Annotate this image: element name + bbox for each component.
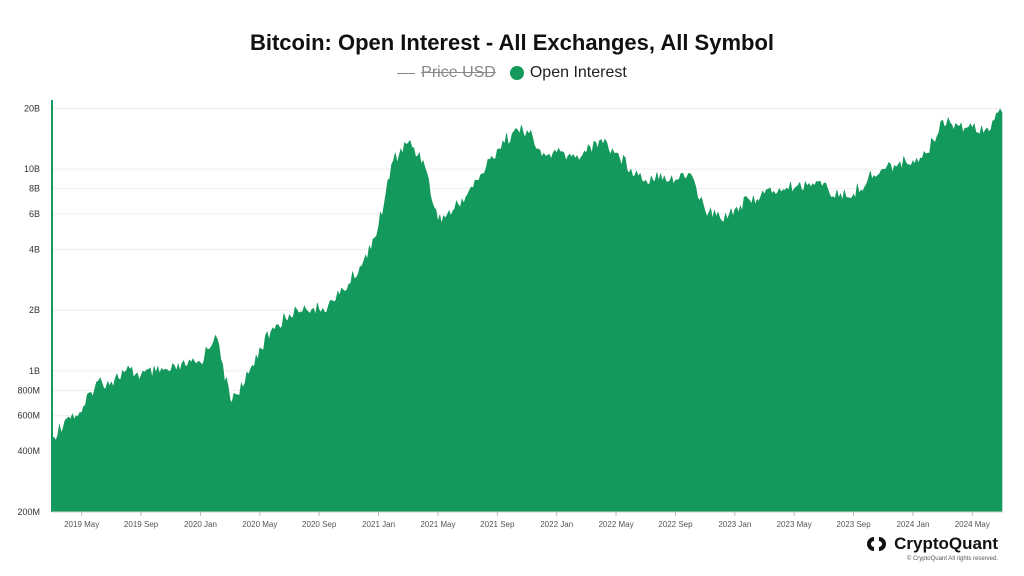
y-tick-label: 400M [17, 446, 40, 456]
y-axis-ticks: 20B 10B 8B 6B 4B 2B 1B 800M 600M 400M 200M [17, 103, 40, 517]
copyright-text: © CryptoQuant All rights reserved. [906, 556, 998, 562]
x-tick-label: 2021 Jan [362, 520, 395, 529]
cryptoquant-logo-icon [867, 537, 887, 551]
legend: Price USD Open Interest [0, 64, 1024, 82]
legend-open-interest-label: Open Interest [529, 64, 627, 81]
brand-name: CryptoQuant [894, 534, 998, 553]
legend-price-label: Price USD [421, 64, 496, 81]
y-tick-label: 2B [29, 305, 40, 315]
x-tick-label: 2024 Jan [896, 520, 929, 529]
y-tick-label: 8B [29, 184, 40, 194]
x-tick-label: 2019 Sep [124, 520, 159, 529]
open-interest-dot-swatch [509, 66, 524, 80]
open-interest-area [51, 108, 1003, 513]
y-tick-label: 20B [24, 103, 40, 113]
open-interest-series [51, 108, 1003, 513]
y-tick-label: 800M [17, 385, 40, 395]
chart-title: Bitcoin: Open Interest - All Exchanges, … [249, 30, 774, 55]
price-line-swatch [397, 72, 416, 74]
legend-item-open-interest[interactable]: Open Interest [509, 64, 627, 82]
x-tick-label: 2023 May [777, 520, 812, 529]
x-tick-label: 2023 Sep [836, 520, 871, 529]
y-tick-label: 4B [29, 244, 40, 254]
legend-item-price[interactable]: Price USD [397, 64, 496, 82]
x-tick-label: 2020 May [242, 520, 277, 529]
x-tick-label: 2022 Sep [658, 520, 693, 529]
x-tick-label: 2021 May [420, 520, 455, 529]
x-tick-label: 2020 Jan [184, 520, 217, 529]
y-tick-label: 200M [17, 507, 40, 517]
y-tick-label: 6B [29, 209, 40, 219]
y-tick-label: 1B [29, 366, 40, 376]
y-tick-label: 10B [24, 164, 40, 174]
x-tick-label: 2021 Sep [480, 520, 515, 529]
x-tick-label: 2019 May [64, 520, 99, 529]
x-tick-label: 2022 May [598, 520, 633, 529]
x-tick-label: 2024 May [955, 520, 990, 529]
y-tick-label: 600M [17, 411, 40, 421]
x-tick-label: 2020 Sep [302, 520, 337, 529]
x-tick-label: 2022 Jan [540, 520, 573, 529]
x-axis-ticks: 2019 May 2019 Sep 2020 Jan 2020 May 2020 Sep… [64, 512, 990, 529]
axes [51, 100, 1002, 513]
x-tick-label: 2023 Jan [718, 520, 751, 529]
brand: CryptoQuant [866, 534, 998, 554]
